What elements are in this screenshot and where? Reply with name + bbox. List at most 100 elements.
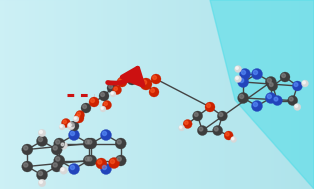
Circle shape bbox=[100, 129, 111, 140]
Circle shape bbox=[295, 105, 298, 107]
Bar bbox=[98, 0, 99, 189]
Bar bbox=[288, 0, 289, 189]
Circle shape bbox=[115, 155, 126, 166]
Bar bbox=[35, 0, 36, 189]
Bar bbox=[123, 0, 124, 189]
Circle shape bbox=[226, 132, 229, 136]
Bar bbox=[258, 0, 259, 189]
Circle shape bbox=[109, 85, 112, 88]
Circle shape bbox=[207, 104, 210, 108]
Circle shape bbox=[85, 157, 89, 161]
Bar bbox=[33, 0, 34, 189]
Circle shape bbox=[240, 94, 244, 98]
Circle shape bbox=[60, 167, 68, 174]
Bar bbox=[137, 0, 138, 189]
Bar bbox=[180, 0, 181, 189]
Bar bbox=[207, 0, 208, 189]
Bar bbox=[260, 0, 261, 189]
Bar bbox=[198, 0, 199, 189]
Circle shape bbox=[85, 140, 89, 144]
Bar bbox=[122, 0, 123, 189]
Circle shape bbox=[73, 116, 79, 122]
Bar bbox=[28, 0, 29, 189]
Circle shape bbox=[38, 129, 46, 137]
Bar bbox=[283, 0, 284, 189]
Bar bbox=[161, 0, 162, 189]
Bar bbox=[146, 0, 147, 189]
Bar bbox=[108, 0, 109, 189]
Circle shape bbox=[151, 89, 154, 92]
Circle shape bbox=[89, 97, 99, 107]
Bar bbox=[38, 0, 39, 189]
Bar bbox=[247, 0, 248, 189]
Bar bbox=[6, 0, 7, 189]
Bar bbox=[103, 0, 104, 189]
Bar bbox=[131, 0, 132, 189]
Bar bbox=[150, 0, 151, 189]
Bar bbox=[271, 0, 272, 189]
Circle shape bbox=[96, 158, 107, 169]
Bar bbox=[295, 0, 296, 189]
Circle shape bbox=[83, 138, 94, 149]
Bar bbox=[59, 0, 60, 189]
Bar bbox=[195, 0, 196, 189]
Bar bbox=[201, 0, 202, 189]
Bar bbox=[49, 0, 50, 189]
Circle shape bbox=[54, 138, 65, 149]
Circle shape bbox=[60, 142, 68, 149]
Bar bbox=[279, 0, 280, 189]
Circle shape bbox=[294, 83, 298, 87]
Bar bbox=[167, 0, 168, 189]
Bar bbox=[272, 0, 273, 189]
Bar bbox=[55, 0, 56, 189]
Circle shape bbox=[101, 107, 103, 109]
Bar bbox=[111, 0, 112, 189]
Circle shape bbox=[102, 131, 106, 136]
Circle shape bbox=[149, 87, 159, 97]
Bar bbox=[3, 0, 4, 189]
Circle shape bbox=[269, 83, 273, 87]
Bar bbox=[282, 0, 283, 189]
Bar bbox=[84, 0, 85, 189]
Bar bbox=[281, 0, 282, 189]
Bar bbox=[312, 0, 313, 189]
Bar bbox=[2, 0, 3, 189]
Bar bbox=[127, 0, 128, 189]
Circle shape bbox=[268, 81, 278, 91]
Bar bbox=[142, 0, 143, 189]
Circle shape bbox=[51, 144, 62, 155]
Circle shape bbox=[22, 161, 33, 172]
Bar bbox=[60, 0, 61, 189]
Bar bbox=[168, 0, 169, 189]
Bar bbox=[257, 0, 258, 189]
Bar bbox=[143, 0, 144, 189]
Circle shape bbox=[104, 102, 107, 105]
Bar bbox=[34, 0, 35, 189]
Bar bbox=[140, 0, 141, 189]
Bar bbox=[264, 0, 265, 189]
Circle shape bbox=[265, 77, 276, 88]
Bar bbox=[187, 0, 188, 189]
Bar bbox=[270, 0, 271, 189]
Bar bbox=[200, 0, 201, 189]
Bar bbox=[273, 0, 274, 189]
Circle shape bbox=[236, 77, 238, 79]
Bar bbox=[173, 0, 174, 189]
Bar bbox=[153, 0, 154, 189]
Circle shape bbox=[110, 91, 116, 97]
Bar bbox=[106, 0, 107, 189]
Circle shape bbox=[235, 66, 241, 73]
Circle shape bbox=[127, 75, 137, 85]
Bar bbox=[141, 0, 142, 189]
Circle shape bbox=[198, 125, 207, 136]
Bar bbox=[235, 0, 236, 189]
Bar bbox=[18, 0, 19, 189]
Bar bbox=[154, 0, 155, 189]
Bar bbox=[208, 0, 209, 189]
Bar bbox=[291, 0, 292, 189]
Bar bbox=[79, 0, 80, 189]
Bar bbox=[17, 0, 18, 189]
Bar bbox=[185, 0, 186, 189]
Bar bbox=[129, 0, 130, 189]
Bar bbox=[117, 0, 118, 189]
